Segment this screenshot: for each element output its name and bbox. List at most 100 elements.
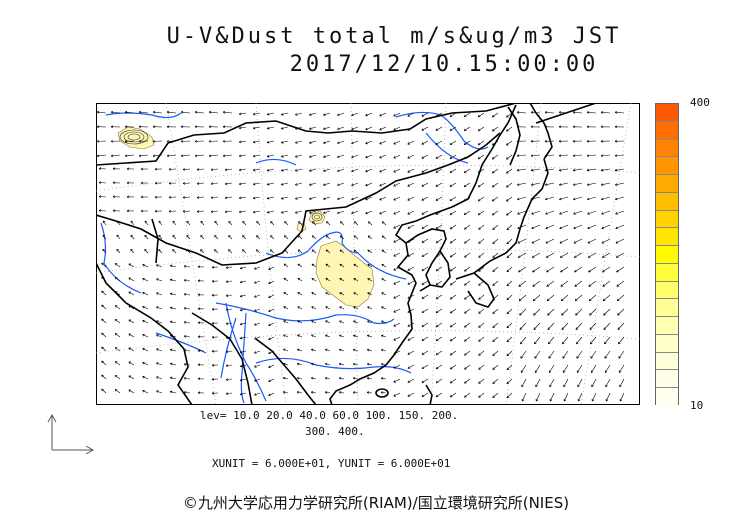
- wind-arrow: [421, 280, 429, 285]
- wind-arrow: [101, 332, 107, 338]
- wind-arrow: [572, 154, 583, 158]
- wind-arrow: [254, 364, 261, 368]
- wind-arrow: [576, 350, 583, 359]
- wind-arrow: [138, 154, 149, 158]
- wind-arrow: [325, 263, 331, 268]
- wind-arrow: [339, 235, 345, 240]
- wind-arrow: [435, 308, 443, 314]
- wind-arrow: [591, 378, 597, 388]
- wind-arrow: [367, 278, 373, 282]
- wind-arrow: [573, 182, 583, 186]
- wind-arrow: [142, 375, 149, 380]
- wind-arrow: [463, 210, 471, 216]
- wind-arrow: [393, 378, 401, 383]
- wind-arrow: [573, 224, 583, 230]
- wind-arrow: [393, 294, 401, 299]
- wind-arrow: [407, 112, 415, 117]
- wind-arrow: [559, 182, 569, 186]
- wind-arrow: [351, 168, 359, 173]
- contour-levels-line2: 300. 400.: [305, 425, 365, 438]
- wind-arrow: [200, 235, 205, 240]
- wind-arrow: [492, 238, 499, 244]
- wind-arrow: [517, 252, 527, 258]
- wind-arrow: [615, 224, 625, 230]
- wind-arrow: [310, 391, 317, 394]
- wind-arrow: [325, 334, 331, 338]
- wind-arrow: [365, 196, 373, 201]
- wind-arrow: [156, 376, 163, 380]
- wind-arrow: [574, 280, 583, 287]
- wind-arrow: [616, 266, 625, 273]
- wind-arrow: [140, 195, 149, 199]
- wind-arrow: [547, 322, 555, 330]
- wind-arrow: [166, 125, 177, 129]
- wind-arrow: [463, 154, 471, 160]
- wind-arrow: [602, 266, 611, 273]
- wind-arrow: [224, 196, 233, 200]
- wind-arrow: [225, 308, 233, 311]
- wind-arrow: [197, 391, 205, 395]
- wind-arrow: [197, 335, 205, 339]
- wind-arrow: [283, 334, 289, 338]
- wind-arrow: [140, 167, 149, 171]
- wind-arrow: [516, 111, 527, 114]
- wind-arrow: [311, 292, 317, 296]
- wind-arrow: [435, 140, 443, 145]
- wind-arrow: [197, 377, 205, 381]
- wind-arrow: [407, 154, 415, 159]
- wind-arrow: [325, 249, 331, 254]
- wind-arrow: [296, 376, 303, 380]
- wind-arrow: [463, 182, 471, 188]
- wind-arrow: [102, 220, 107, 226]
- wind-arrow: [506, 280, 513, 287]
- wind-arrow: [393, 210, 401, 215]
- wind-arrow: [506, 308, 513, 315]
- wind-arrow: [183, 391, 191, 394]
- wind-arrow: [309, 140, 317, 144]
- wind-arrow: [435, 224, 443, 230]
- wind-arrow: [112, 167, 121, 171]
- wind-arrow: [283, 263, 289, 268]
- color-scale-bar: [655, 103, 679, 406]
- wind-arrow: [228, 220, 233, 226]
- wind-arrow: [533, 308, 541, 316]
- wind-arrow: [110, 154, 121, 158]
- wind-arrow: [323, 210, 331, 214]
- wind-arrow: [297, 263, 303, 268]
- wind-arrow: [545, 224, 555, 230]
- wind-arrow: [180, 110, 191, 114]
- wind-arrow: [339, 334, 345, 338]
- wind-arrow: [156, 320, 163, 324]
- wind-arrow: [323, 196, 331, 200]
- wind-arrow: [353, 263, 359, 268]
- wind-arrow: [194, 154, 205, 158]
- wind-arrow: [102, 234, 107, 240]
- wind-arrow: [112, 181, 121, 185]
- wind-arrow: [283, 362, 289, 366]
- wind-arrow: [210, 168, 219, 172]
- wind-arrow: [268, 308, 275, 313]
- wind-arrow: [353, 235, 359, 240]
- wind-arrow: [435, 154, 443, 159]
- wind-arrow: [586, 139, 597, 143]
- wind-arrow: [252, 154, 261, 158]
- wind-arrow: [449, 392, 457, 398]
- wind-arrow: [407, 308, 415, 313]
- wind-arrow: [158, 249, 163, 254]
- wind-arrow: [168, 167, 177, 171]
- wind-arrow: [114, 375, 121, 380]
- wind-arrow: [197, 349, 205, 353]
- wind-arrow: [517, 238, 527, 244]
- wind-arrow: [266, 112, 275, 116]
- wind-arrow: [337, 154, 345, 159]
- wind-arrow: [618, 364, 625, 373]
- wind-arrow: [478, 224, 485, 230]
- wind-arrow: [169, 264, 177, 268]
- wind-arrow: [214, 249, 219, 254]
- wind-arrow: [407, 350, 415, 355]
- color-scale-step: [656, 246, 678, 264]
- wind-arrow: [366, 391, 373, 394]
- wind-arrow: [156, 348, 163, 352]
- wind-arrow: [238, 168, 247, 172]
- wind-arrow: [281, 196, 289, 200]
